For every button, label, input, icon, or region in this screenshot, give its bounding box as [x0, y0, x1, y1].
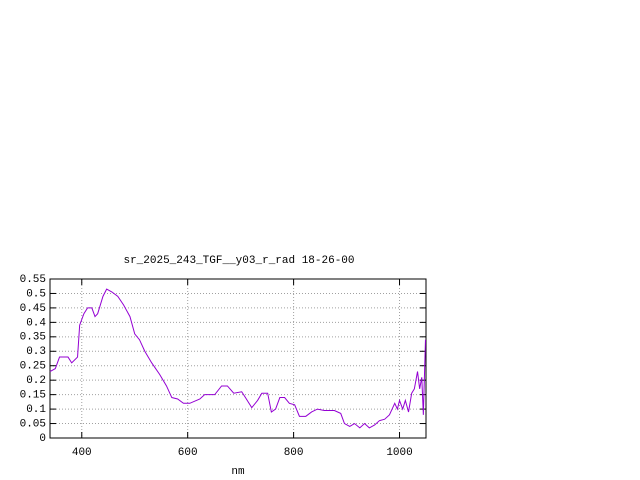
y-tick-label: 0.1 — [26, 404, 46, 416]
y-tick-label: 0.3 — [26, 346, 46, 358]
x-tick-label: 1000 — [386, 447, 412, 459]
chart-title: sr_2025_243_TGF__y03_r_rad 18-26-00 — [123, 255, 354, 267]
y-tick-label: 0.45 — [20, 303, 46, 315]
y-tick-label: 0.25 — [20, 361, 46, 373]
y-tick-label: 0.05 — [20, 418, 46, 430]
y-tick-label: 0.5 — [26, 288, 46, 300]
y-tick-label: 0.35 — [20, 332, 46, 344]
x-axis-label: nm — [231, 466, 245, 478]
x-tick-label: 400 — [72, 447, 92, 459]
y-tick-label: 0.4 — [26, 317, 46, 329]
y-tick-label: 0.15 — [20, 390, 46, 402]
y-tick-label: 0.55 — [20, 274, 46, 286]
x-tick-label: 800 — [284, 447, 304, 459]
plot-frame — [49, 278, 427, 439]
x-tick-label: 600 — [178, 447, 198, 459]
data-line — [49, 288, 426, 429]
y-tick-label: 0 — [39, 433, 46, 445]
y-tick-label: 0.2 — [26, 375, 46, 387]
